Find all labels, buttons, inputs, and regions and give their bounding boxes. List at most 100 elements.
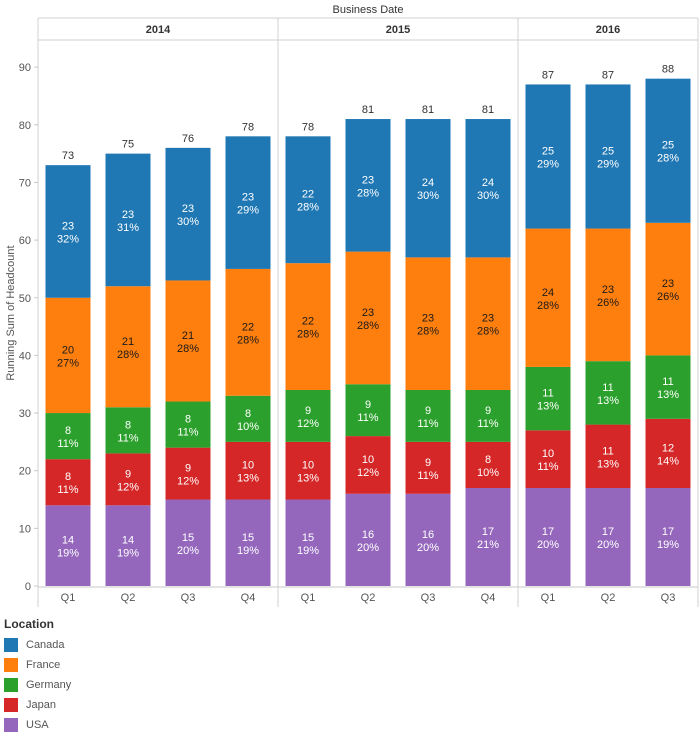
data-label-percent: 28% xyxy=(357,320,379,332)
bar-segment-japan xyxy=(45,459,91,506)
data-label-value: 25 xyxy=(662,140,674,152)
data-label-percent: 12% xyxy=(297,418,319,430)
bar-segment-japan xyxy=(525,430,571,488)
bar-segment-france xyxy=(165,280,211,402)
data-label-percent: 19% xyxy=(237,545,259,557)
y-tick-label: 60 xyxy=(19,235,31,247)
bar-total-label: 73 xyxy=(62,150,74,162)
data-label-value: 21 xyxy=(182,330,194,342)
year-header: 2015 xyxy=(386,24,410,36)
bar-segment-france xyxy=(405,257,451,390)
data-label-value: 22 xyxy=(302,316,314,328)
legend-label: Japan xyxy=(26,699,56,711)
data-label-value: 9 xyxy=(425,405,431,417)
bar-segment-canada xyxy=(225,136,271,269)
data-label-value: 8 xyxy=(65,471,71,483)
bar-segment-germany xyxy=(585,361,631,425)
x-tick-label: Q3 xyxy=(661,592,676,604)
x-tick-label: Q3 xyxy=(421,592,436,604)
data-label-percent: 20% xyxy=(417,542,439,554)
bar-segment-canada xyxy=(645,78,691,223)
data-label-value: 22 xyxy=(242,321,254,333)
bar-segment-germany xyxy=(405,389,451,442)
data-label-percent: 27% xyxy=(57,357,79,369)
data-label-value: 9 xyxy=(425,457,431,469)
bar-segment-japan xyxy=(645,418,691,488)
legend-label: Canada xyxy=(26,639,65,651)
data-label-value: 14 xyxy=(62,535,74,547)
data-label-percent: 11% xyxy=(357,412,378,424)
data-label-percent: 28% xyxy=(537,300,559,312)
legend-item-usa: USA xyxy=(4,715,71,735)
data-label-value: 16 xyxy=(362,529,374,541)
bar-segment-usa xyxy=(345,493,391,586)
bar-segment-japan xyxy=(225,441,271,500)
year-header: 2014 xyxy=(146,24,171,36)
bar-segment-japan xyxy=(285,441,331,500)
data-label-value: 25 xyxy=(602,146,614,158)
bar-total-label: 78 xyxy=(242,121,254,133)
data-label-value: 8 xyxy=(485,454,491,466)
bar-segment-japan xyxy=(465,441,511,488)
bar-total-label: 75 xyxy=(122,139,134,151)
data-label-percent: 11% xyxy=(57,438,78,450)
data-label-percent: 19% xyxy=(657,539,679,551)
bar-segment-japan xyxy=(105,453,151,506)
y-tick-label: 90 xyxy=(19,62,31,74)
legend-swatch xyxy=(4,718,18,732)
legend-item-canada: Canada xyxy=(4,635,71,655)
legend-label: USA xyxy=(26,719,49,731)
bar-segment-france xyxy=(105,286,151,408)
y-tick-label: 80 xyxy=(19,120,31,132)
y-tick-label: 50 xyxy=(19,293,31,305)
data-label-percent: 13% xyxy=(597,458,619,470)
bar-segment-canada xyxy=(105,153,151,287)
data-label-percent: 11% xyxy=(417,418,438,430)
data-label-value: 11 xyxy=(602,445,613,457)
data-label-value: 23 xyxy=(422,313,434,325)
data-label-value: 21 xyxy=(122,336,134,348)
legend-swatch xyxy=(4,658,18,672)
y-tick-label: 0 xyxy=(25,581,31,593)
data-label-value: 12 xyxy=(662,442,674,454)
data-label-value: 23 xyxy=(242,192,254,204)
data-label-percent: 13% xyxy=(297,473,319,485)
data-label-value: 9 xyxy=(365,399,371,411)
data-label-value: 23 xyxy=(122,209,134,221)
data-label-percent: 11% xyxy=(117,432,138,444)
stacked-bar-chart: Business Date Running Sum of Headcount 0 10… xyxy=(5,4,699,607)
bar-segment-japan xyxy=(585,424,631,488)
data-label-value: 10 xyxy=(302,460,314,472)
data-label-value: 20 xyxy=(62,344,74,356)
data-label-percent: 28% xyxy=(357,187,379,199)
bar-segment-japan xyxy=(345,436,391,494)
bar-segment-usa xyxy=(645,487,691,586)
bar-total-label: 81 xyxy=(362,104,374,116)
y-tick-label: 10 xyxy=(19,523,31,535)
data-label-value: 23 xyxy=(662,278,674,290)
bar-segment-usa xyxy=(225,499,271,586)
data-label-percent: 12% xyxy=(177,476,199,488)
bar-segment-germany xyxy=(465,389,511,442)
legend-swatch xyxy=(4,678,18,692)
bar-segment-usa xyxy=(405,493,451,586)
bar-segment-japan xyxy=(405,441,451,494)
bar-total-label: 87 xyxy=(542,69,554,81)
data-label-value: 8 xyxy=(185,414,191,426)
bar-segment-france xyxy=(645,222,691,356)
data-label-value: 8 xyxy=(125,419,131,431)
data-label-value: 14 xyxy=(122,535,134,547)
legend-label: France xyxy=(26,659,61,671)
data-label-percent: 19% xyxy=(297,545,319,557)
data-label-percent: 19% xyxy=(57,548,79,560)
bar-segment-usa xyxy=(165,499,211,586)
data-label-value: 16 xyxy=(422,529,434,541)
data-label-value: 23 xyxy=(362,307,374,319)
bar-segment-usa xyxy=(105,505,151,586)
y-tick-label: 40 xyxy=(19,350,31,362)
data-label-percent: 10% xyxy=(477,467,499,479)
legend-swatch xyxy=(4,698,18,712)
legend-item-germany: Germany xyxy=(4,675,71,695)
data-label-percent: 13% xyxy=(237,473,259,485)
data-label-percent: 14% xyxy=(657,455,679,467)
